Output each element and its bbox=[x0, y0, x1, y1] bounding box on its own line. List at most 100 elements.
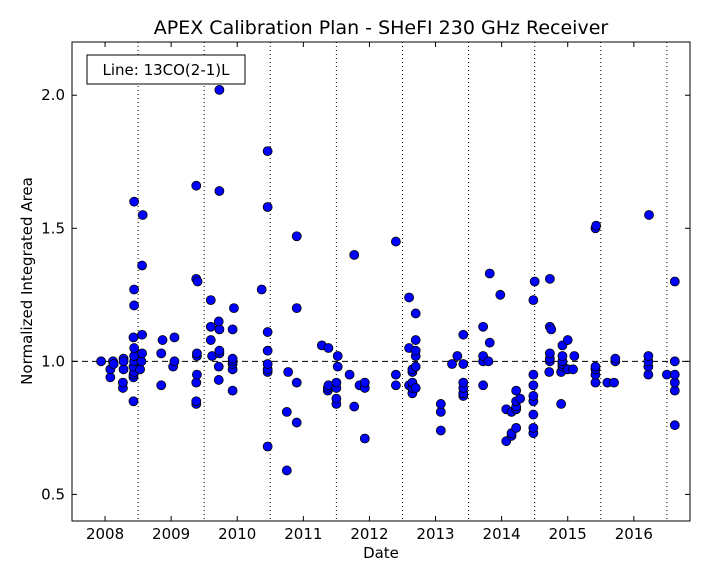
data-point bbox=[192, 369, 202, 380]
data-point bbox=[214, 186, 225, 196]
data-point bbox=[281, 465, 292, 476]
data-point bbox=[332, 361, 343, 372]
data-point bbox=[262, 359, 273, 369]
data-point bbox=[404, 292, 414, 303]
data-point bbox=[569, 351, 580, 361]
data-point bbox=[117, 377, 128, 388]
data-point bbox=[108, 359, 119, 369]
x-tick-label: 2009 bbox=[152, 525, 190, 543]
data-point bbox=[262, 202, 273, 212]
data-point bbox=[591, 220, 602, 231]
data-point bbox=[191, 180, 202, 191]
data-point bbox=[390, 369, 401, 380]
data-point bbox=[669, 356, 680, 367]
y-axis-label: Normalized Integrated Area bbox=[18, 177, 36, 385]
data-point bbox=[544, 367, 555, 377]
data-point bbox=[129, 196, 140, 207]
data-point bbox=[227, 353, 238, 364]
data-point bbox=[137, 348, 147, 359]
data-point bbox=[227, 385, 238, 396]
data-point bbox=[129, 284, 140, 295]
data-point bbox=[410, 345, 421, 356]
data-point bbox=[669, 276, 680, 287]
data-point bbox=[483, 356, 494, 367]
chart-title: APEX Calibration Plan - SHeFI 230 GHz Re… bbox=[154, 17, 609, 39]
data-point bbox=[283, 367, 294, 377]
data-point bbox=[227, 324, 238, 335]
data-point bbox=[214, 85, 225, 95]
data-point bbox=[390, 380, 401, 391]
data-point bbox=[390, 236, 401, 247]
data-point bbox=[135, 364, 145, 375]
data-point bbox=[458, 329, 469, 340]
data-point bbox=[129, 300, 140, 311]
legend-box bbox=[86, 54, 246, 85]
data-point bbox=[568, 364, 578, 375]
data-point bbox=[262, 327, 273, 337]
data-point bbox=[137, 329, 147, 340]
x-axis-ticks: 2008 2009 2010 2011 2012 2013 2014 2015 2016 bbox=[86, 42, 653, 543]
data-point bbox=[128, 396, 139, 407]
legend: Line: 13CO(2-1)L bbox=[86, 54, 246, 85]
data-point bbox=[291, 417, 302, 428]
data-point bbox=[192, 276, 203, 287]
data-point bbox=[452, 351, 463, 361]
data-point bbox=[96, 356, 106, 367]
data-point bbox=[528, 295, 539, 306]
data-point bbox=[137, 260, 147, 271]
data-point bbox=[256, 284, 267, 295]
data-point bbox=[410, 361, 421, 372]
data-point bbox=[118, 356, 129, 367]
data-point bbox=[214, 345, 225, 356]
data-point bbox=[157, 335, 168, 345]
data-point bbox=[544, 273, 555, 284]
data-points bbox=[96, 85, 680, 476]
data-point bbox=[435, 399, 446, 409]
data-point bbox=[528, 391, 539, 401]
data-point bbox=[129, 343, 140, 353]
data-point bbox=[331, 393, 342, 404]
data-point bbox=[410, 308, 421, 319]
data-point bbox=[484, 268, 495, 279]
data-point bbox=[169, 332, 180, 343]
x-tick-label: 2016 bbox=[615, 525, 653, 543]
data-point bbox=[213, 375, 224, 385]
data-point bbox=[128, 332, 139, 343]
data-point bbox=[556, 399, 567, 409]
data-point bbox=[349, 401, 360, 412]
x-tick-label: 2014 bbox=[483, 525, 521, 543]
x-tick-label: 2010 bbox=[218, 525, 256, 543]
data-point bbox=[344, 369, 355, 380]
data-point bbox=[291, 377, 302, 388]
data-point bbox=[262, 146, 273, 157]
data-point bbox=[511, 385, 522, 396]
data-point bbox=[191, 396, 202, 407]
data-point bbox=[137, 210, 148, 220]
data-point bbox=[609, 377, 619, 388]
data-point bbox=[528, 422, 539, 433]
data-point bbox=[528, 409, 539, 420]
data-point bbox=[291, 231, 302, 242]
data-point bbox=[410, 335, 421, 345]
data-point bbox=[281, 406, 292, 417]
data-point bbox=[544, 348, 555, 359]
data-point bbox=[529, 276, 540, 287]
data-point bbox=[458, 377, 469, 388]
data-point bbox=[557, 351, 568, 361]
data-point bbox=[495, 289, 506, 300]
data-point bbox=[262, 345, 273, 356]
plot-frame bbox=[71, 41, 691, 522]
data-point bbox=[590, 361, 601, 372]
data-point bbox=[410, 383, 421, 393]
data-point bbox=[435, 425, 446, 436]
data-point bbox=[644, 210, 654, 220]
data-point bbox=[528, 369, 539, 380]
data-point bbox=[359, 377, 370, 388]
data-point bbox=[349, 249, 360, 260]
data-point bbox=[515, 393, 526, 404]
data-point bbox=[511, 422, 522, 433]
data-point bbox=[169, 356, 180, 367]
data-point bbox=[669, 369, 680, 380]
data-point bbox=[229, 303, 239, 314]
